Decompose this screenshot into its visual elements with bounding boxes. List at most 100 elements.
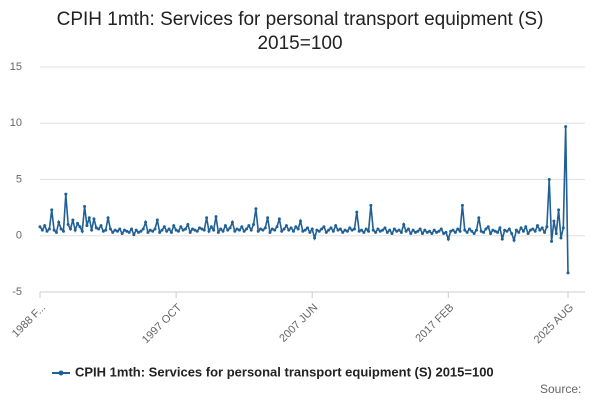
data-point [350, 228, 354, 232]
data-point [432, 228, 436, 232]
data-point [130, 227, 134, 231]
data-point [566, 271, 570, 275]
data-point [240, 225, 244, 229]
data-point [200, 227, 204, 231]
data-point [453, 230, 457, 234]
data-point [228, 226, 232, 230]
data-point [543, 230, 547, 234]
data-point [519, 226, 523, 230]
data-point [111, 230, 115, 234]
data-point [402, 223, 406, 226]
data-point [289, 226, 293, 230]
data-point [99, 224, 103, 228]
data-point [383, 226, 387, 230]
data-point [223, 224, 227, 228]
data-point [263, 226, 267, 230]
data-point [249, 228, 253, 232]
data-point [64, 192, 68, 196]
data-point [294, 225, 298, 229]
data-point [280, 229, 284, 233]
data-point [371, 228, 375, 232]
data-point [221, 229, 225, 233]
data-point [52, 228, 56, 232]
data-point [104, 228, 108, 232]
data-point [57, 220, 61, 224]
data-point [463, 228, 467, 232]
data-point [526, 232, 530, 235]
data-point [97, 227, 101, 231]
data-point [61, 229, 65, 233]
data-point [113, 228, 117, 232]
data-point [186, 223, 190, 226]
data-point [120, 232, 124, 235]
data-point [458, 229, 462, 233]
data-point [303, 228, 307, 232]
data-point [467, 227, 471, 231]
data-point [40, 228, 44, 232]
data-point [552, 219, 556, 223]
data-point [345, 229, 349, 233]
data-point [367, 229, 371, 233]
data-point [268, 230, 272, 234]
data-point [512, 238, 516, 242]
data-point [151, 229, 155, 233]
data-point [106, 216, 110, 220]
data-point [287, 228, 291, 232]
data-point [207, 229, 211, 233]
data-point [500, 237, 504, 241]
data-point [533, 229, 537, 233]
data-point [226, 228, 230, 232]
data-point [554, 232, 558, 235]
data-point [374, 230, 378, 234]
data-point [87, 216, 91, 220]
data-point [327, 228, 331, 232]
data-point [235, 227, 239, 231]
data-point [540, 226, 544, 230]
data-point [352, 227, 356, 231]
data-point [439, 227, 443, 231]
data-point [69, 227, 73, 231]
data-point [528, 228, 532, 232]
data-point [381, 228, 385, 232]
data-point [296, 227, 300, 231]
y-tick-label: 5 [16, 173, 22, 185]
data-point [54, 230, 58, 234]
data-point [524, 225, 528, 229]
data-point [209, 225, 213, 229]
data-point [146, 230, 150, 234]
data-point [430, 232, 434, 235]
data-point [338, 227, 342, 231]
data-point [205, 216, 209, 220]
data-point [446, 237, 450, 241]
data-point [514, 228, 518, 232]
data-point [491, 228, 495, 232]
data-point [144, 220, 148, 224]
data-point [167, 227, 171, 231]
data-point [183, 227, 187, 231]
data-point [334, 224, 338, 228]
x-tick-label: 1988 F... [10, 302, 48, 340]
data-point [423, 228, 427, 232]
data-point [442, 232, 446, 235]
data-point [233, 229, 237, 233]
data-point [315, 228, 319, 232]
data-point [559, 236, 563, 240]
legend-label: CPIH 1mth: Services for personal transpo… [75, 364, 494, 379]
data-point [388, 228, 392, 232]
data-point [376, 227, 380, 231]
data-point [245, 227, 249, 231]
data-point [71, 218, 75, 222]
data-point [416, 229, 420, 233]
data-point [76, 221, 80, 225]
data-point [413, 230, 417, 234]
data-point [435, 230, 439, 234]
data-point [359, 228, 363, 232]
data-point [179, 225, 183, 229]
x-tick-label: 2025 AUG [532, 302, 576, 346]
x-tick-label: 2017 FEB [413, 302, 456, 345]
data-point [308, 230, 312, 234]
x-tick-label: 1997 OCT [140, 301, 185, 346]
data-point [385, 230, 389, 234]
data-point [139, 229, 143, 233]
legend-marker [58, 370, 64, 376]
